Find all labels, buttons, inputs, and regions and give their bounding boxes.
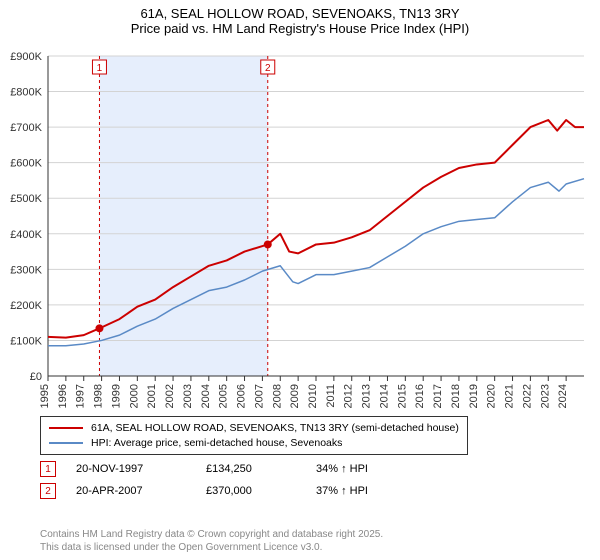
title-block: 61A, SEAL HOLLOW ROAD, SEVENOAKS, TN13 3… xyxy=(0,0,600,36)
sale-guide-num: 1 xyxy=(97,63,103,74)
sale-row: 1 20-NOV-1997 £134,250 34% ↑ HPI xyxy=(40,458,368,480)
x-tick-label: 2005 xyxy=(218,384,230,408)
legend: 61A, SEAL HOLLOW ROAD, SEVENOAKS, TN13 3… xyxy=(40,416,468,455)
x-tick-label: 2016 xyxy=(414,384,426,408)
x-tick-label: 2007 xyxy=(253,384,265,408)
x-tick-label: 2013 xyxy=(361,384,373,408)
sale-date: 20-NOV-1997 xyxy=(76,463,186,475)
footer-line-1: Contains HM Land Registry data © Crown c… xyxy=(40,529,383,542)
legend-label: HPI: Average price, semi-detached house,… xyxy=(91,436,342,451)
title-line-1: 61A, SEAL HOLLOW ROAD, SEVENOAKS, TN13 3… xyxy=(0,6,600,21)
sale-row: 2 20-APR-2007 £370,000 37% ↑ HPI xyxy=(40,480,368,502)
series-marker xyxy=(264,240,272,248)
x-tick-label: 2008 xyxy=(271,384,283,408)
x-tick-label: 2006 xyxy=(236,384,248,408)
y-tick-label: £400K xyxy=(10,229,42,241)
sale-delta: 34% ↑ HPI xyxy=(316,463,368,475)
x-tick-label: 2004 xyxy=(200,384,212,408)
sale-price: £134,250 xyxy=(206,463,296,475)
y-tick-label: £200K xyxy=(10,300,42,312)
x-tick-label: 2021 xyxy=(504,384,516,408)
sales-list: 1 20-NOV-1997 £134,250 34% ↑ HPI 2 20-APR-200… xyxy=(40,458,368,502)
sale-delta: 37% ↑ HPI xyxy=(316,485,368,497)
x-tick-label: 2022 xyxy=(521,384,533,408)
x-tick-label: 2001 xyxy=(146,384,158,408)
legend-row: HPI: Average price, semi-detached house,… xyxy=(49,436,459,451)
x-tick-label: 1999 xyxy=(110,384,122,408)
y-tick-label: £0 xyxy=(30,371,42,383)
chart-area: £0 £100K £200K £300K £400K £500K £600K £700K £80… xyxy=(8,48,592,408)
sale-date: 20-APR-2007 xyxy=(76,485,186,497)
sale-marker: 2 xyxy=(40,483,56,499)
x-tick-label: 2012 xyxy=(343,384,355,408)
legend-swatch xyxy=(49,427,83,429)
sale-price: £370,000 xyxy=(206,485,296,497)
footer-line-2: This data is licensed under the Open Gov… xyxy=(40,542,383,555)
y-tick-label: £100K xyxy=(10,335,42,347)
sale-marker: 1 xyxy=(40,461,56,477)
shaded-band xyxy=(99,56,267,376)
series-marker xyxy=(95,324,103,332)
x-tick-label: 1996 xyxy=(57,384,69,408)
y-tick-label: £500K xyxy=(10,193,42,205)
x-tick-label: 2024 xyxy=(557,384,569,408)
y-tick-label: £300K xyxy=(10,264,42,276)
x-tick-label: 2018 xyxy=(450,384,462,408)
title-line-2: Price paid vs. HM Land Registry's House … xyxy=(0,21,600,36)
x-tick-label: 2019 xyxy=(468,384,480,408)
x-tick-label: 2010 xyxy=(307,384,319,408)
sale-guide-num: 2 xyxy=(265,63,271,74)
x-tick-label: 1997 xyxy=(75,384,87,408)
x-tick-label: 2011 xyxy=(325,384,337,408)
x-tick-label: 1998 xyxy=(93,384,105,408)
x-tick-label: 2009 xyxy=(289,384,301,408)
chart-container: 61A, SEAL HOLLOW ROAD, SEVENOAKS, TN13 3… xyxy=(0,0,600,560)
legend-label: 61A, SEAL HOLLOW ROAD, SEVENOAKS, TN13 3… xyxy=(91,421,459,436)
x-tick-label: 2017 xyxy=(432,384,444,408)
x-tick-label: 1995 xyxy=(39,384,51,408)
x-tick-label: 2020 xyxy=(486,384,498,408)
x-tick-label: 2000 xyxy=(128,384,140,408)
footer: Contains HM Land Registry data © Crown c… xyxy=(40,529,383,554)
x-tick-label: 2014 xyxy=(378,384,390,408)
legend-swatch xyxy=(49,442,83,444)
legend-row: 61A, SEAL HOLLOW ROAD, SEVENOAKS, TN13 3… xyxy=(49,421,459,436)
y-tick-label: £600K xyxy=(10,158,42,170)
x-tick-label: 2023 xyxy=(539,384,551,408)
y-tick-label: £700K xyxy=(10,122,42,134)
x-tick-label: 2003 xyxy=(182,384,194,408)
y-tick-label: £900K xyxy=(10,51,42,63)
x-tick-label: 2015 xyxy=(396,384,408,408)
x-tick-label: 2002 xyxy=(164,384,176,408)
y-tick-label: £800K xyxy=(10,87,42,99)
chart-svg: £0 £100K £200K £300K £400K £500K £600K £700K £80… xyxy=(8,48,592,408)
